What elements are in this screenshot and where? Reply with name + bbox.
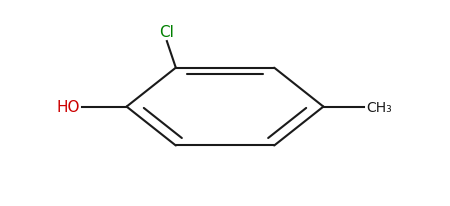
Text: CH₃: CH₃ <box>366 100 392 114</box>
Text: HO: HO <box>56 99 80 115</box>
Text: Cl: Cl <box>159 25 174 40</box>
